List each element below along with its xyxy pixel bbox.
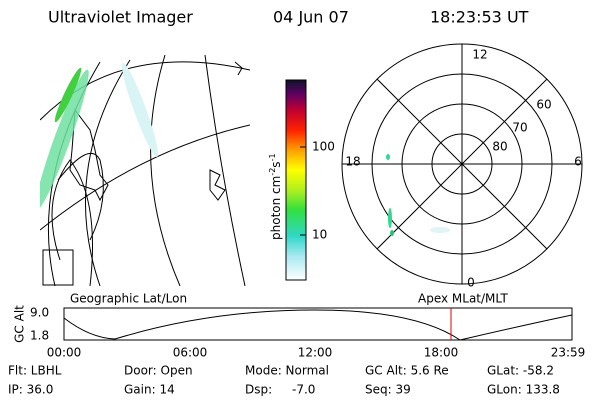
- status-item: Mode: Normal: [245, 364, 329, 378]
- map: [40, 54, 250, 286]
- title: Ultraviolet Imager: [48, 8, 193, 27]
- time-label: 23:59: [551, 346, 586, 360]
- axis-label: GC Alt: [13, 305, 27, 343]
- colorbar-tick: 100: [312, 140, 335, 154]
- time: 18:23:53 UT: [430, 8, 529, 27]
- mlt-label: 12: [472, 48, 487, 62]
- status-item: Dsp:: [245, 383, 272, 397]
- timeline-box: [63, 307, 573, 341]
- lat-label: 60: [536, 98, 551, 112]
- lat-label: 70: [512, 121, 527, 135]
- mlt-label: 6: [574, 155, 582, 169]
- status-item: IP: 36.0: [8, 383, 53, 397]
- status-item: Gain: 14: [124, 383, 175, 397]
- mlt-label: 0: [467, 276, 475, 290]
- lat-label: 80: [492, 140, 507, 154]
- status-item: Seq: 39: [365, 383, 411, 397]
- time-label: 00:00: [47, 346, 82, 360]
- mlt-label: 18: [345, 155, 360, 169]
- status: Flt: LBHL Door: Open Mode: Normal GC Alt…: [8, 364, 560, 397]
- status-value: -7.0: [292, 383, 315, 397]
- y-label: 9.0: [30, 306, 49, 320]
- colorbar-label: photon cm-2s-1: [268, 153, 283, 240]
- polar-plot: 12 18 6 0 60 70 80: [341, 43, 583, 290]
- time-label: 12:00: [298, 346, 333, 360]
- timeline-title: Apex MLat/MLT: [418, 292, 508, 306]
- y-label: 1.8: [30, 329, 49, 343]
- status-item: GC Alt: 5.6 Re: [365, 364, 449, 378]
- status-item: Flt: LBHL: [8, 364, 62, 378]
- colorbar: [285, 79, 307, 281]
- time-label: 06:00: [173, 346, 208, 360]
- altitude-curve: [63, 309, 573, 341]
- status-item: GLat: -58.2: [487, 364, 554, 378]
- status-item: GLon: 133.8: [487, 383, 560, 397]
- time-label: 18:00: [424, 346, 459, 360]
- date: 04 Jun 07: [273, 8, 349, 27]
- colorbar-tick: 10: [312, 228, 327, 242]
- status-item: Door: Open: [124, 364, 193, 378]
- timeline-title: Geographic Lat/Lon: [70, 292, 187, 306]
